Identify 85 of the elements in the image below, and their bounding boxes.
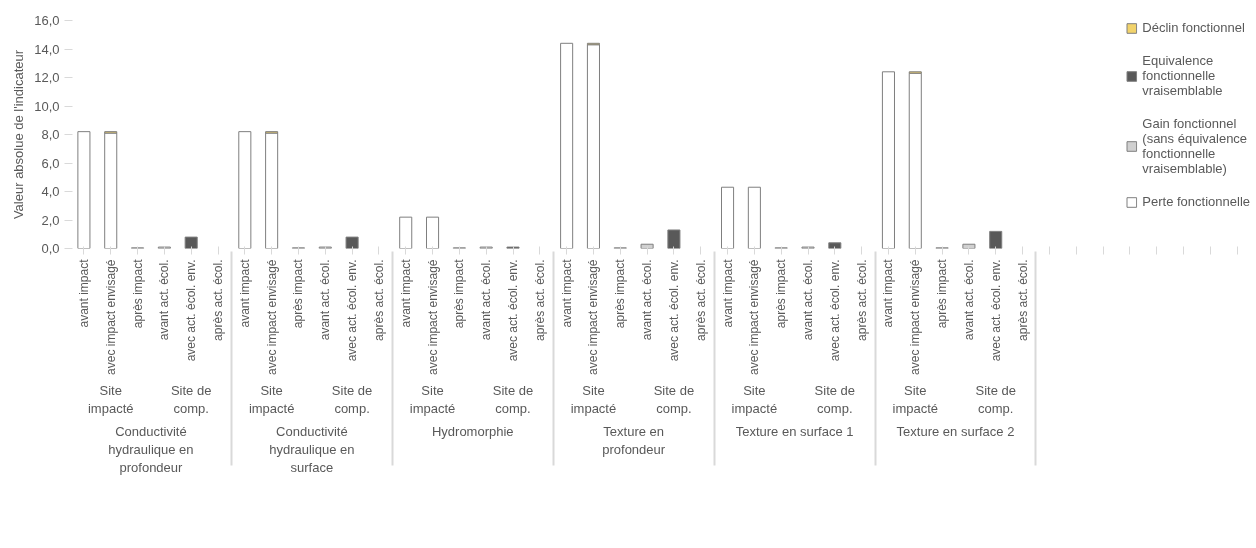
text: Site de comp. [653, 382, 695, 416]
y-tick-label: 14,0 [34, 41, 60, 57]
text: Site impacté [87, 382, 134, 416]
bar [399, 216, 413, 249]
bar [667, 229, 681, 249]
x-tick-label: avant act. écol. [640, 259, 655, 341]
x-tick-label: avec impact envisagé [586, 259, 601, 375]
x-tick-label: avant impact [881, 258, 896, 328]
text: Site de comp. [975, 382, 1016, 416]
x-tick-label: avec impact envisagé [103, 259, 118, 375]
text: Texture en surface 2 [896, 423, 1015, 439]
y-tick-label: 16,0 [34, 13, 60, 28]
bar [989, 230, 1003, 249]
x-tick-label: après act. écol. [211, 259, 225, 341]
bar [828, 242, 842, 249]
text: Conductivité hydraulique en surface [269, 423, 355, 475]
text: Site impacté [731, 382, 778, 416]
text: Site impacté [570, 382, 617, 416]
x-tick-label: avec act. écol. env. [184, 259, 199, 362]
x-tick-label: après impact [935, 258, 950, 329]
x-tick-label: après impact [291, 258, 306, 329]
bar [586, 44, 600, 249]
text: Texture en surface 1 [735, 423, 854, 439]
x-tick-label: avant impact [237, 258, 252, 328]
y-tick-label: 4,0 [41, 184, 60, 199]
bar [265, 132, 279, 249]
x-tick-label: avant impact [559, 258, 574, 328]
x-tick-label: avec act. écol. env. [345, 259, 360, 362]
legend-label: Perte fonctionnelle [1142, 194, 1250, 209]
text: Texture en profondeur [602, 423, 666, 457]
bar [721, 186, 735, 249]
legend-label: Equivalence fonctionnelle vraisemblable [1142, 53, 1223, 98]
x-tick-label: avec act. écol. env. [988, 259, 1003, 362]
bar [426, 216, 440, 249]
x-tick-label: après impact [613, 258, 628, 329]
y-tick-label: 6,0 [41, 155, 60, 171]
y-tick-label: 12,0 [34, 70, 60, 85]
x-tick-label: après act. écol. [693, 259, 708, 341]
x-tick-label: avec impact envisagé [264, 259, 279, 375]
x-tick-label: après impact [452, 258, 467, 329]
y-tick-label: 2,0 [41, 212, 60, 228]
bar [908, 72, 922, 249]
x-tick-label: avec impact envisagé [747, 259, 762, 375]
y-tick-label: 10,0 [34, 98, 60, 114]
text: Site de comp. [492, 382, 534, 416]
bar [104, 132, 118, 249]
text: Hydromorphie [431, 423, 514, 439]
text: Site impacté [248, 382, 295, 416]
bar [77, 131, 91, 249]
text: Site de comp. [331, 382, 373, 416]
x-tick-label: avant act. écol. [801, 259, 815, 341]
x-tick-label: avec act. écol. env. [827, 259, 842, 362]
x-tick-label: avant impact [720, 258, 735, 328]
bar [881, 71, 895, 249]
x-tick-label: avec impact envisagé [908, 259, 923, 375]
x-tick-label: après act. écol. [1015, 259, 1030, 341]
x-tick-label: après act. écol. [854, 259, 869, 341]
x-tick-label: avec impact envisagé [425, 259, 440, 375]
x-tick-label: après act. écol. [532, 259, 547, 341]
x-tick-label: avec act. écol. env. [506, 259, 520, 362]
x-tick-label: avant act. écol. [479, 259, 494, 341]
text: Conductivité hydraulique en profondeur [108, 423, 194, 475]
y-tick-label: 8,0 [41, 127, 60, 142]
text: Site impacté [892, 382, 939, 416]
text: Site impacté [409, 382, 456, 416]
y-tick-label: 0,0 [41, 241, 60, 256]
x-tick-label: avant impact [398, 258, 413, 328]
x-tick-label: avant impact [76, 258, 91, 328]
text: Site de comp. [814, 382, 856, 416]
text: Site de comp. [170, 382, 212, 416]
bar [747, 186, 761, 249]
bar [560, 42, 574, 249]
x-tick-label: avant act. écol. [157, 259, 172, 341]
legend-label: Gain fonctionnel (sans équivalence fonctionnelle vraisemblable) [1142, 116, 1248, 176]
y-axis-title: Valeur absolue de l'indicateur [11, 49, 27, 220]
x-tick-label: avant act. écol. [318, 259, 333, 341]
bar [184, 236, 198, 249]
x-tick-label: après act. écol. [371, 259, 386, 341]
x-tick-label: après impact [130, 258, 145, 329]
x-tick-label: avant act. écol. [961, 259, 976, 341]
bar [238, 131, 252, 249]
x-tick-label: après impact [774, 258, 789, 329]
bar [345, 236, 359, 249]
legend-label: Déclin fonctionnel [1142, 20, 1245, 35]
x-tick-label: avec act. écol. env. [666, 259, 681, 362]
